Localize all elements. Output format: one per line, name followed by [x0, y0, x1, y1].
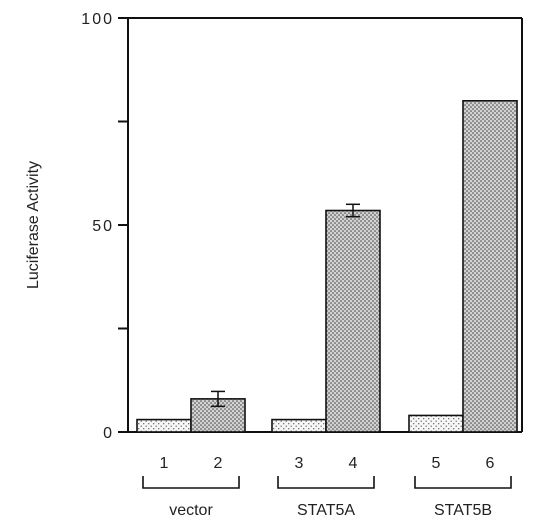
- group-brackets: vector STAT5A STAT5B: [142, 476, 512, 519]
- group-label: STAT5B: [434, 502, 492, 519]
- group-label: STAT5A: [297, 502, 355, 519]
- bar: [136, 418, 192, 433]
- y-tick-label: 100: [81, 11, 114, 28]
- bar: [462, 100, 518, 433]
- group-label: vector: [169, 502, 213, 519]
- group-bracket: [142, 476, 240, 489]
- y-axis-title: Luciferase Activity: [25, 161, 42, 289]
- bar: [271, 418, 327, 433]
- x-category-label: 2: [214, 455, 223, 472]
- y-tick-label: 50: [92, 218, 114, 235]
- x-category-label: 3: [295, 455, 304, 472]
- x-category-label: 1: [160, 455, 169, 472]
- y-ticks: 0 50 100: [81, 11, 128, 442]
- x-category-label: 5: [432, 455, 441, 472]
- x-category-labels: 1 2 3 4 5 6: [160, 455, 495, 472]
- bar: [408, 414, 464, 433]
- y-tick-label: 0: [103, 425, 114, 442]
- bar: [325, 209, 381, 433]
- x-category-label: 4: [349, 455, 358, 472]
- x-category-label: 6: [486, 455, 495, 472]
- bars: [136, 100, 518, 433]
- group-bracket: [414, 476, 512, 489]
- group-bracket: [277, 476, 375, 489]
